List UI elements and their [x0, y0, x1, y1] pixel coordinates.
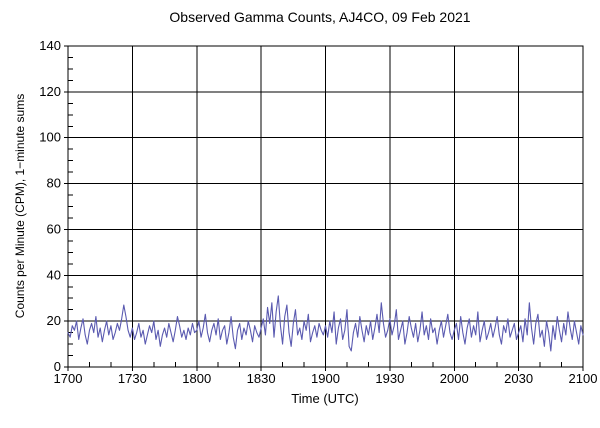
y-tick-label: 100 [39, 130, 61, 145]
gridlines [68, 46, 583, 367]
x-tick-label: 2100 [569, 371, 598, 386]
y-axis-label: Counts per Minute (CPM), 1−minute sums [13, 94, 27, 318]
y-tick-label: 20 [47, 313, 61, 328]
axis-ticks [64, 45, 584, 371]
x-tick-label: 1700 [54, 371, 83, 386]
y-tick-label: 60 [47, 221, 61, 236]
x-tick-label: 1800 [182, 371, 211, 386]
tick-labels: 1700 1730 1800 1830 1900 1930 2000 2030 2100 0 20 4… [39, 38, 597, 386]
y-tick-label: 40 [47, 267, 61, 282]
x-tick-label: 1730 [118, 371, 147, 386]
x-tick-label: 1830 [247, 371, 276, 386]
data-line [67, 295, 584, 352]
x-tick-label: 2030 [504, 371, 533, 386]
y-tick-label: 80 [47, 176, 61, 191]
plot-border [67, 45, 584, 368]
y-tick-label: 0 [54, 359, 61, 374]
y-tick-label: 120 [39, 84, 61, 99]
x-tick-label: 2000 [440, 371, 469, 386]
x-tick-label: 1900 [311, 371, 340, 386]
y-tick-label: 140 [39, 38, 61, 53]
x-axis-label: Time (UTC) [291, 391, 358, 406]
x-tick-label: 1930 [375, 371, 404, 386]
chart-title: Observed Gamma Counts, AJ4CO, 09 Feb 202… [169, 9, 470, 25]
